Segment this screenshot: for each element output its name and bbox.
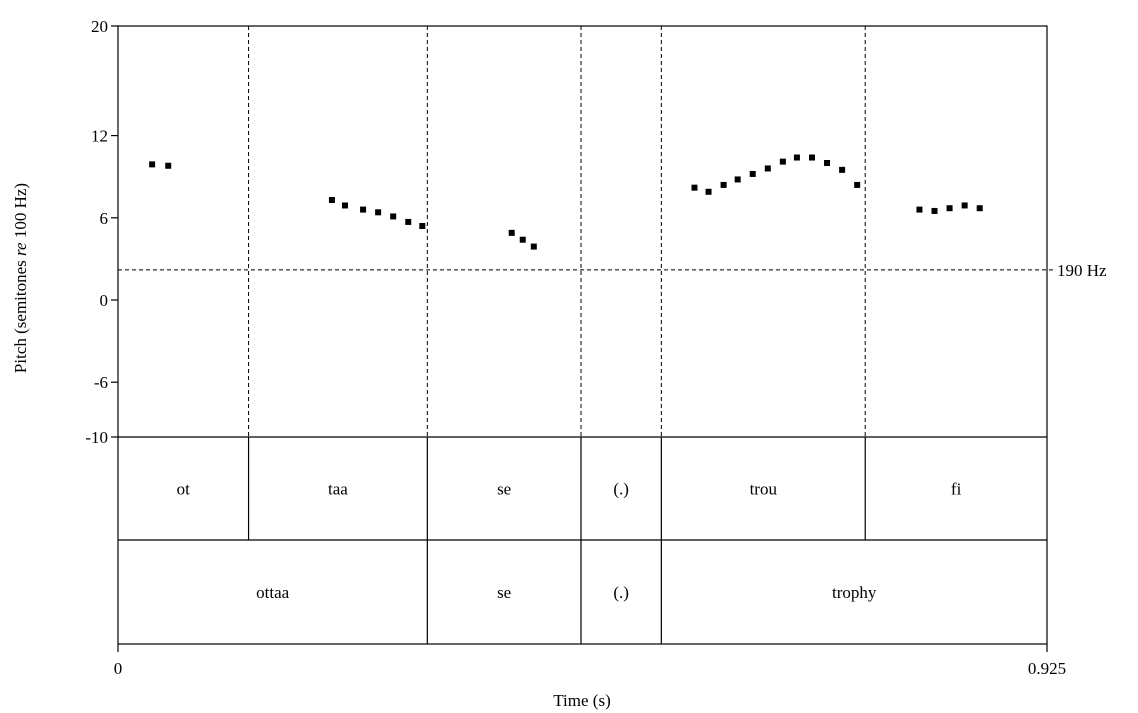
pitch-point [734, 176, 741, 183]
pitch-point [165, 162, 172, 169]
y-tick-label: 6 [100, 209, 109, 228]
y-axis-ticks: 20 12 6 0 -6 -10 [85, 17, 118, 447]
y-tick-label: 12 [91, 127, 108, 146]
pitch-point [793, 154, 800, 161]
pitch-point [976, 205, 983, 212]
tier-label: fi [951, 480, 962, 499]
y-tick-label: -10 [85, 428, 108, 447]
y-axis-title-part: 100 Hz) [11, 183, 30, 242]
x-axis-title: Time (s) [553, 691, 610, 710]
pitch-point [360, 206, 367, 213]
pitch-points [149, 154, 983, 250]
tier-label: (.) [613, 583, 629, 602]
plot-frame [117, 25, 1048, 645]
plot-border [117, 25, 1048, 645]
y-axis-title-part: Pitch (semitones [11, 256, 30, 373]
x-tick-label: 0.925 [1028, 659, 1066, 678]
pitch-point [328, 196, 335, 203]
tier-label: se [497, 480, 511, 499]
tier-label: ot [177, 480, 191, 499]
pitch-point [749, 170, 756, 177]
pitch-point [530, 243, 537, 250]
pitch-point [808, 154, 815, 161]
y-tick-label: 0 [100, 291, 109, 310]
y-axis-title-italic: re [11, 242, 30, 256]
y-tick-label: 20 [91, 17, 108, 36]
pitch-point [149, 161, 156, 168]
pitch-point [720, 181, 727, 188]
reference-line-group: 190 Hz [118, 261, 1107, 280]
tier-label: taa [328, 480, 348, 499]
pitch-point [705, 188, 712, 195]
pitch-point [508, 229, 515, 236]
tier-label: (.) [613, 480, 629, 499]
x-tick-label: 0 [114, 659, 123, 678]
pitch-point [839, 166, 846, 173]
pitch-point [341, 202, 348, 209]
y-tick-label: -6 [94, 373, 108, 392]
pitch-point [854, 181, 861, 188]
pitch-point [931, 207, 938, 214]
tier-label: trou [750, 480, 778, 499]
pitch-point [519, 236, 526, 243]
tier-label: trophy [832, 583, 877, 602]
pitch-point [946, 205, 953, 212]
x-axis-ticks: 0 0.925 [114, 644, 1066, 678]
tier-label: ottaa [256, 583, 289, 602]
pitch-point [390, 213, 397, 220]
boundary-lines [248, 26, 866, 437]
pitch-point [916, 206, 923, 213]
pitch-point [405, 218, 412, 225]
y-axis-title: Pitch (semitones re 100 Hz) [11, 183, 30, 373]
pitch-point [764, 165, 771, 172]
pitch-point [419, 223, 426, 230]
pitch-point [691, 184, 698, 191]
pitch-point [375, 209, 382, 216]
tier-label: se [497, 583, 511, 602]
pitch-point [824, 160, 831, 166]
pitch-point [779, 158, 786, 165]
reference-line-label: 190 Hz [1057, 261, 1107, 280]
pitch-point [961, 202, 968, 209]
